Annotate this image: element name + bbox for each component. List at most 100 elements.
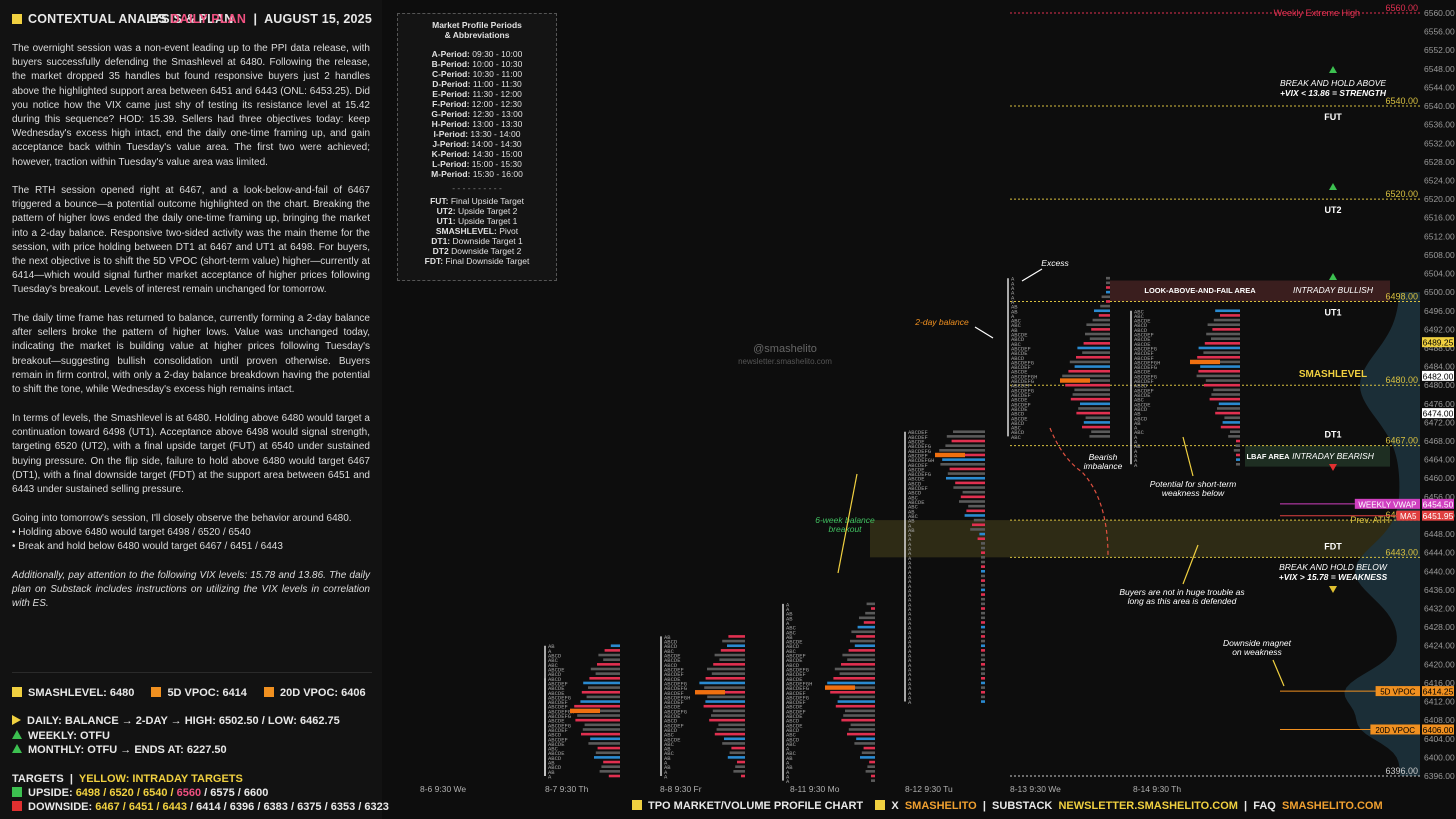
tpo-row: AB — [664, 634, 671, 641]
volume-bar — [1204, 342, 1240, 345]
volume-bar — [981, 658, 985, 661]
tpo-row: AB — [1134, 420, 1141, 427]
status-weekly: WEEKLY: OTFU — [12, 730, 110, 742]
faq-link[interactable]: SMASHELITO.COM — [1282, 800, 1383, 812]
axis-tick-label: 6496.00 — [1424, 306, 1455, 316]
price-tag-value: 6451.95 — [1423, 511, 1454, 521]
volume-bar — [705, 700, 745, 703]
paragraph-levels: In terms of levels, the Smashlevel is at… — [12, 413, 370, 496]
volume-bar — [724, 737, 745, 741]
axis-tick-label: 6468.00 — [1424, 436, 1455, 446]
tpo-row: A — [908, 555, 912, 562]
substack-link[interactable]: NEWSLETTER.SMASHELITO.COM — [1058, 800, 1238, 812]
tpo-row: A — [1134, 462, 1138, 469]
poc-bar — [825, 685, 855, 690]
tpo-row: A — [908, 685, 912, 692]
volume-bar — [942, 458, 985, 461]
annotation-arrow — [1182, 544, 1199, 585]
triangle-up-icon — [12, 730, 22, 739]
volume-bar — [1106, 276, 1110, 280]
volume-bar — [940, 462, 985, 466]
tpo-row: A — [1011, 299, 1015, 306]
poc-bar — [695, 690, 725, 695]
tpo-row: ABC — [548, 746, 559, 753]
tpo-row: A — [908, 615, 912, 622]
volume-bar — [1224, 416, 1240, 420]
volume-bar — [712, 709, 745, 713]
volume-bar — [577, 714, 620, 717]
axis-tick-label: 6408.00 — [1424, 715, 1455, 725]
volume-bar — [981, 556, 985, 559]
triangle-up-icon — [12, 744, 22, 753]
period-row: E-Period: 11:30 - 12:00 — [432, 89, 522, 99]
volume-bar — [869, 760, 875, 764]
tpo-row: ABCD — [1134, 383, 1148, 390]
tpo-row: A — [1011, 313, 1015, 320]
volume-bar — [850, 723, 875, 727]
volume-bar — [851, 630, 875, 634]
volume-bar — [871, 774, 875, 778]
volume-bar — [981, 583, 985, 587]
tpo-row: ABCDE — [786, 639, 803, 646]
volume-bar — [1215, 411, 1240, 415]
tpo-row: A — [908, 671, 912, 678]
volume-bar — [981, 597, 985, 601]
volume-bar — [586, 695, 620, 699]
axis-tick-label: 6488.00 — [1424, 343, 1455, 353]
volume-bar — [949, 467, 985, 471]
volume-bar — [1100, 304, 1110, 308]
annotation: +VIX > 15.78 = WEAKNESS — [1279, 572, 1388, 582]
tpo-row: AB — [664, 746, 671, 753]
annotation-arrow — [1021, 268, 1043, 282]
axis-tick-label: 6416.00 — [1424, 678, 1455, 688]
volume-bar — [867, 765, 875, 768]
tpo-row: ABCDE — [664, 676, 681, 683]
tpo-row: ABCD — [786, 736, 800, 743]
tpo-row: AB — [1134, 411, 1141, 418]
volume-bar — [968, 504, 985, 508]
volume-bar — [981, 560, 985, 564]
tpo-row: ABCDEF — [1134, 332, 1154, 339]
volume-bar — [981, 700, 985, 703]
tpo-row: ABCD — [664, 662, 678, 669]
tpo-row: ABCDE — [664, 736, 681, 743]
targets-header: TARGETS | YELLOW: INTRADAY TARGETS — [12, 773, 243, 785]
tpo-row: ABCDEF — [1011, 345, 1031, 352]
x-link[interactable]: SMASHELITO — [904, 800, 977, 812]
tpo-row: ABCDE — [786, 722, 803, 729]
period-row: L-Period: 15:00 - 15:30 — [432, 159, 522, 169]
volume-bar — [727, 756, 745, 759]
triangle-up-icon — [1329, 66, 1337, 73]
square-icon — [263, 687, 274, 697]
volume-bar — [1106, 281, 1110, 285]
levels-row: SMASHLEVEL: 6480 5D VPOC: 6414 20D VPOC:… — [12, 687, 380, 699]
volume-bar — [735, 765, 745, 768]
level-label: SMASHLEVEL — [1299, 369, 1367, 380]
volume-bar — [603, 760, 620, 764]
annotation-arrow — [1182, 436, 1194, 477]
square-icon — [151, 687, 162, 697]
volume-bar — [863, 746, 875, 750]
square-icon — [12, 14, 22, 24]
tpo-row: A — [1011, 285, 1015, 292]
tpo-row: ABCDE — [1011, 350, 1028, 357]
tpo-row: ABCDE — [1011, 369, 1028, 376]
volume-bar — [603, 658, 620, 661]
volume-bar — [847, 732, 875, 736]
tpo-row: A — [908, 699, 912, 706]
tpo-row: ABCDEF — [786, 690, 806, 697]
tpo-row: A — [908, 648, 912, 655]
x-axis-label: 8-14 9:30 Th — [1133, 784, 1181, 794]
volume-bar — [1198, 369, 1240, 373]
volume-bar — [610, 644, 620, 648]
abbrev-row: DT1: Downside Target 1 — [431, 236, 523, 246]
tpo-row: AB — [548, 643, 555, 650]
tpo-row: A — [908, 532, 912, 539]
tpo-row: A — [908, 541, 912, 548]
period-row: F-Period: 12:00 - 12:30 — [432, 99, 522, 109]
tpo-row: A — [908, 578, 912, 585]
axis-tick-label: 6548.00 — [1424, 64, 1455, 74]
tpo-row: ABCDE — [664, 713, 681, 720]
volume-bar — [711, 672, 745, 675]
volume-bar — [1200, 365, 1240, 368]
